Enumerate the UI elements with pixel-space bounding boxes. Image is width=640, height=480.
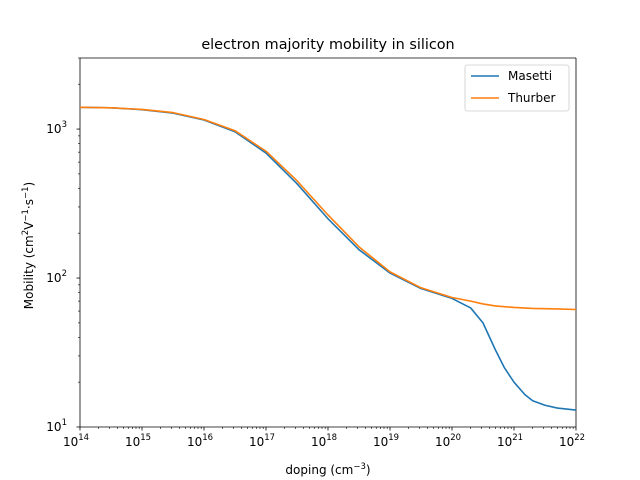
plot-background: [80, 58, 576, 427]
y-axis: 101 102 103 Mobility (cm2V−1·s−1): [21, 57, 80, 434]
y-tick-label: 102: [46, 269, 67, 285]
x-tick-label: 1021: [497, 433, 523, 449]
x-tick-label: 1019: [373, 433, 399, 449]
series-layer: [80, 106, 576, 411]
y-axis-label: Mobility (cm2V−1·s−1): [21, 182, 36, 309]
x-tick-label: 1017: [249, 433, 275, 449]
y-tick-label: 101: [46, 418, 67, 434]
series-line-thurber: [80, 106, 576, 311]
legend-label-thurber: Thurber: [507, 91, 555, 105]
chart-title: electron majority mobility in silicon: [201, 37, 454, 53]
legend: Masetti Thurber: [464, 64, 570, 112]
x-axis-label: doping (cm−3): [285, 462, 370, 477]
x-tick-label: 1014: [63, 433, 89, 449]
x-tick-label: 1015: [125, 433, 151, 449]
x-axis: 1014 1015 1016 1017 1018 1019 1020 1021 1022 dopi…: [63, 427, 585, 477]
plot-area: [79, 57, 577, 428]
x-tick-label: 1018: [311, 433, 337, 449]
legend-label-masetti: Masetti: [508, 69, 552, 83]
x-tick-label: 1016: [187, 433, 213, 449]
y-tick-label: 103: [46, 120, 67, 136]
x-tick-label: 1020: [435, 433, 461, 449]
x-tick-label: 1022: [559, 433, 585, 449]
